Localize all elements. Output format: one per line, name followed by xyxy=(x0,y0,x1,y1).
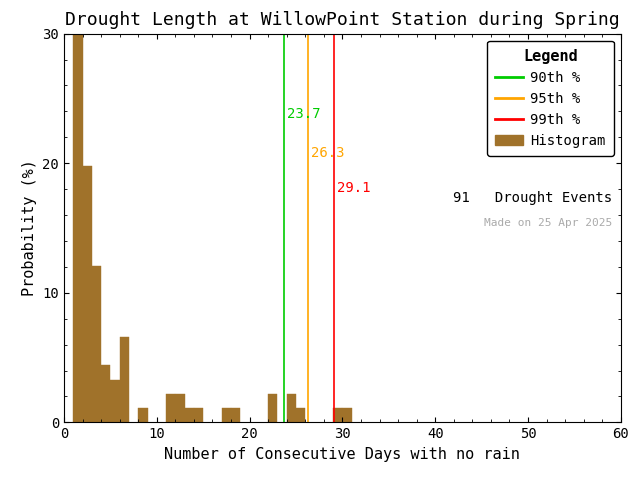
Bar xyxy=(175,394,184,422)
Bar xyxy=(222,408,231,422)
Bar xyxy=(111,380,120,422)
Bar xyxy=(184,408,194,422)
Text: 26.3: 26.3 xyxy=(311,146,344,160)
X-axis label: Number of Consecutive Days with no rain: Number of Consecutive Days with no rain xyxy=(164,447,520,462)
Bar xyxy=(287,394,296,422)
Legend: 90th %, 95th %, 99th %, Histogram: 90th %, 95th %, 99th %, Histogram xyxy=(487,40,614,156)
Bar xyxy=(73,34,83,422)
Bar xyxy=(83,166,92,422)
Bar xyxy=(166,394,175,422)
Bar xyxy=(296,408,305,422)
Bar xyxy=(333,408,342,422)
Text: Made on 25 Apr 2025: Made on 25 Apr 2025 xyxy=(484,218,612,228)
Y-axis label: Probability (%): Probability (%) xyxy=(22,159,37,297)
Bar xyxy=(92,265,101,422)
Bar xyxy=(231,408,241,422)
Text: 23.7: 23.7 xyxy=(287,107,320,121)
Text: 91   Drought Events: 91 Drought Events xyxy=(453,191,612,205)
Text: 29.1: 29.1 xyxy=(337,180,371,195)
Bar xyxy=(138,408,148,422)
Bar xyxy=(268,394,277,422)
Bar xyxy=(342,408,352,422)
Bar xyxy=(120,337,129,422)
Bar xyxy=(194,408,204,422)
Bar xyxy=(101,365,111,422)
Title: Drought Length at WillowPoint Station during Spring: Drought Length at WillowPoint Station du… xyxy=(65,11,620,29)
